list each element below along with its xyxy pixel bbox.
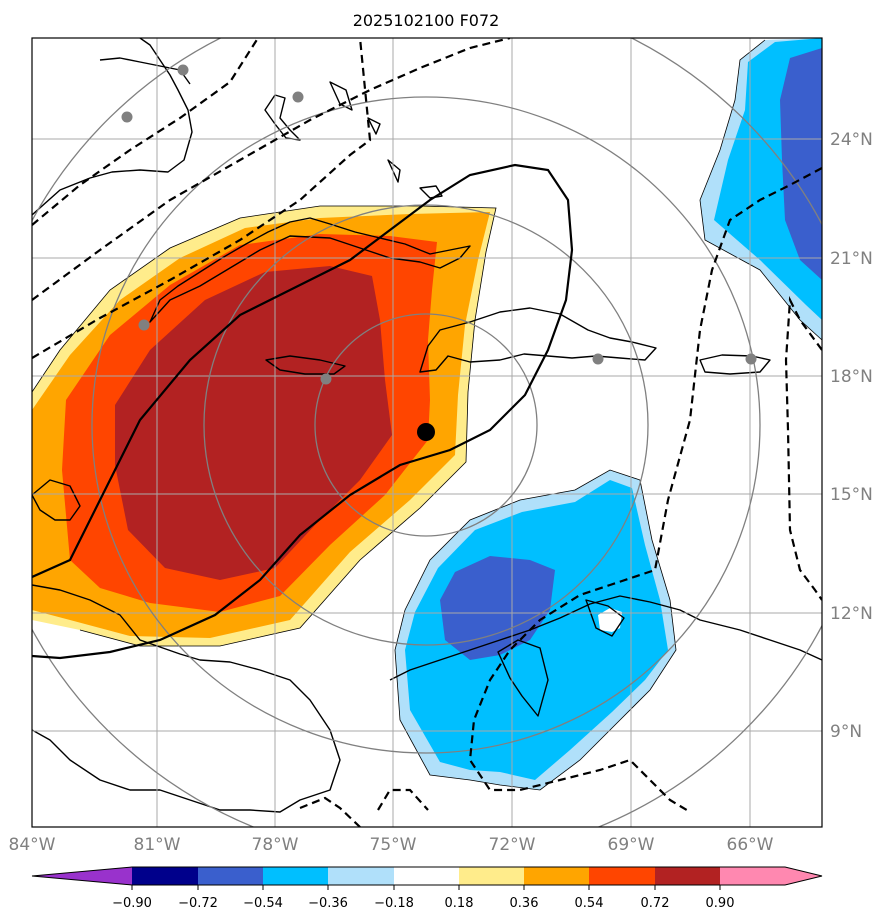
- lon-label: 66°W: [727, 835, 774, 855]
- dashed-contours: [32, 38, 822, 827]
- colorbar-tick-label: 0.36: [510, 896, 539, 911]
- station-marker: [320, 373, 332, 385]
- positive-anomaly-field: [32, 206, 496, 646]
- station-marker: [138, 319, 150, 331]
- station-markers: [121, 64, 757, 385]
- island-hole: [598, 608, 622, 632]
- dashed-contour-2: [32, 38, 511, 301]
- colorbar-tick-label: −0.90: [112, 896, 152, 911]
- colorbar-segment: [459, 867, 524, 885]
- solid-black-contour: [32, 163, 574, 660]
- range-ring-1: [314, 313, 538, 537]
- colorbar-tick-label: −0.18: [374, 896, 414, 911]
- colorbar-segment: [198, 867, 263, 885]
- contour-fill-neg-0.54-south: [440, 556, 555, 660]
- lat-label: 24°N: [830, 130, 873, 150]
- longitude-labels: 84°W 81°W 78°W 75°W 72°W 69°W 66°W: [9, 835, 774, 855]
- colorbar-tick-label: 0.90: [706, 896, 735, 911]
- colorbar-tick-label: 0.18: [445, 896, 474, 911]
- colorbar-tick-label: 0.72: [641, 896, 670, 911]
- colorbar-tick-label: −0.72: [178, 896, 218, 911]
- contour-fill-0.72: [115, 266, 392, 580]
- coast-south-america: [389, 595, 822, 681]
- lon-label: 84°W: [9, 835, 56, 855]
- dashed-contour-4: [468, 167, 822, 813]
- colorbar-segment: [263, 867, 328, 885]
- map-frame: [31, 37, 823, 828]
- graticule: [32, 38, 822, 827]
- colorbar-segment: [394, 867, 459, 885]
- station-marker: [745, 353, 757, 365]
- station-marker: [121, 111, 133, 123]
- colorbar-extend-low: [32, 867, 132, 885]
- colorbar-segment: [132, 867, 198, 885]
- colorbar-tick-label: −0.54: [243, 896, 283, 911]
- lon-label: 75°W: [370, 835, 417, 855]
- station-marker: [177, 64, 189, 76]
- dashed-contour-6: [299, 796, 361, 827]
- map-area: [32, 38, 822, 827]
- dashed-contour-1: [32, 38, 259, 226]
- coast-hispaniola: [419, 307, 657, 373]
- coast-jamaica: [265, 355, 346, 375]
- dashed-contour-3: [32, 38, 372, 359]
- colorbar-segment: [655, 867, 720, 885]
- thin-contour-lines: [32, 39, 822, 791]
- colorbar: −0.90 −0.72 −0.54 −0.36 −0.18 0.18 0.36 …: [31, 866, 823, 911]
- map-title: 2025102100 F072: [353, 11, 500, 30]
- lon-label: 72°W: [489, 835, 536, 855]
- lat-label: 9°N: [830, 722, 862, 742]
- lat-label: 12°N: [830, 604, 873, 624]
- colorbar-extend-high: [785, 867, 822, 885]
- negative-anomaly-field: [395, 38, 822, 790]
- colorbar-tick-label: 0.54: [575, 896, 604, 911]
- colorbar-segment: [720, 867, 785, 885]
- contour-fill-neg-0.54-east: [780, 48, 822, 280]
- lon-label: 81°W: [134, 835, 181, 855]
- coast-central-america: [32, 584, 341, 813]
- dashed-contour-7: [377, 788, 429, 811]
- station-marker: [292, 91, 304, 103]
- coast-puerto-rico: [699, 354, 771, 375]
- lat-label: 15°N: [830, 485, 873, 505]
- colorbar-segment: [589, 867, 655, 885]
- lon-label: 78°W: [252, 835, 299, 855]
- coast-florida: [32, 38, 193, 216]
- lon-label: 69°W: [608, 835, 655, 855]
- range-ring-3: [91, 96, 761, 754]
- dashed-contour-5: [784, 295, 822, 601]
- colorbar-tick-label: −0.36: [308, 896, 348, 911]
- range-ring-2: [203, 204, 649, 646]
- lat-label: 21°N: [830, 249, 873, 269]
- station-marker: [592, 353, 604, 365]
- coast-bahamas: [264, 94, 301, 141]
- lat-label: 18°N: [830, 367, 873, 387]
- storm-center-marker: [417, 423, 435, 441]
- range-rings: [32, 38, 822, 827]
- colorbar-segment: [524, 867, 589, 885]
- colorbar-segment: [328, 867, 394, 885]
- latitude-labels: 24°N 21°N 18°N 15°N 12°N 9°N: [830, 130, 873, 742]
